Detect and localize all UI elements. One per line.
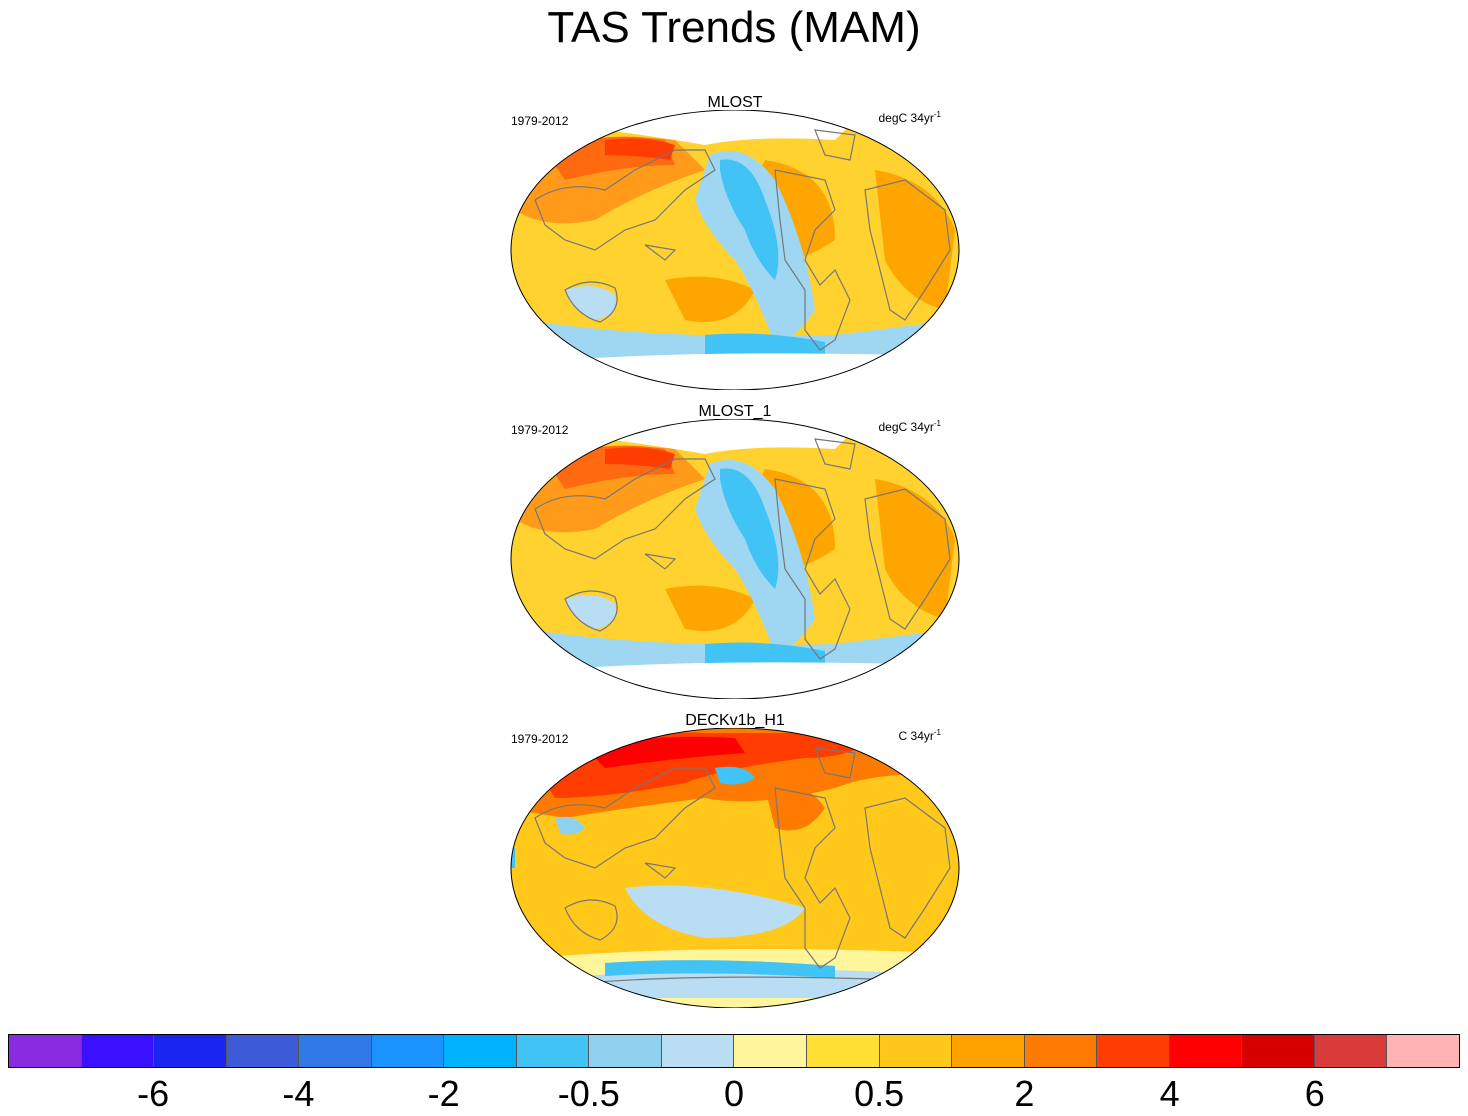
colorbar-tick-label: 0 [723,1073,745,1114]
colorbar-tick-label: 0.5 [854,1073,905,1114]
colorbar-swatch [1314,1035,1388,1067]
panel-units: C 34yr-1 [898,728,941,743]
panel-units: degC 34yr-1 [878,110,942,125]
colorbar-tick-label: -4 [282,1073,315,1114]
colorbar [8,1034,1460,1068]
panel-title: MLOST [707,94,763,111]
trend-map-mlost-1 [510,419,960,699]
colorbar-swatch [154,1035,227,1067]
trend-map-mlost [510,110,960,390]
colorbar-swatch [1242,1035,1315,1067]
colorbar-swatch [444,1035,517,1067]
colorbar-swatch [1024,1035,1098,1067]
panel-period: 1979-2012 [511,732,569,746]
colorbar-swatch [879,1035,953,1067]
colorbar-tick-label: 2 [1014,1073,1035,1114]
colorbar-swatch [952,1035,1025,1067]
colorbar-swatch [226,1035,300,1067]
figure-title: TAS Trends (MAM) [547,3,921,52]
colorbar-swatch [299,1035,372,1067]
colorbar-swatch [734,1035,808,1067]
colorbar-swatch [807,1035,880,1067]
colorbar-swatch [661,1035,735,1067]
colorbar-swatch [1169,1035,1243,1067]
colorbar-swatch [9,1035,82,1067]
panel-period: 1979-2012 [511,114,569,128]
panel-period: 1979-2012 [511,423,569,437]
map-panel-deckv1b-h1: DECKv1b_H1 1979-2012 C 34yr-1 [505,712,965,1008]
colorbar-tick-label: -2 [427,1073,460,1114]
colorbar-swatch [516,1035,590,1067]
colorbar-tick-label: -0.5 [557,1073,620,1114]
colorbar-tick-label: 6 [1304,1073,1325,1114]
colorbar-tick-labels: -6 -4 -2 -0.5 0 0.5 2 4 6 [0,1072,1468,1116]
colorbar-swatch [589,1035,662,1067]
colorbar-swatch [1097,1035,1170,1067]
panel-units: degC 34yr-1 [878,419,942,434]
colorbar-swatch [81,1035,155,1067]
colorbar-swatch [1387,1035,1459,1067]
panel-title: DECKv1b_H1 [685,712,785,729]
map-panel-mlost: MLOST 1979-2012 degC 34yr-1 [505,94,965,390]
trend-map-deckv1b-h1 [510,728,960,1008]
colorbar-tick-label: -6 [137,1073,170,1114]
colorbar-tick-label: 4 [1159,1073,1180,1114]
map-panel-mlost-1: MLOST_1 1979-2012 degC 34yr-1 [505,403,965,699]
colorbar-swatch [371,1035,445,1067]
panel-title: MLOST_1 [698,403,772,420]
